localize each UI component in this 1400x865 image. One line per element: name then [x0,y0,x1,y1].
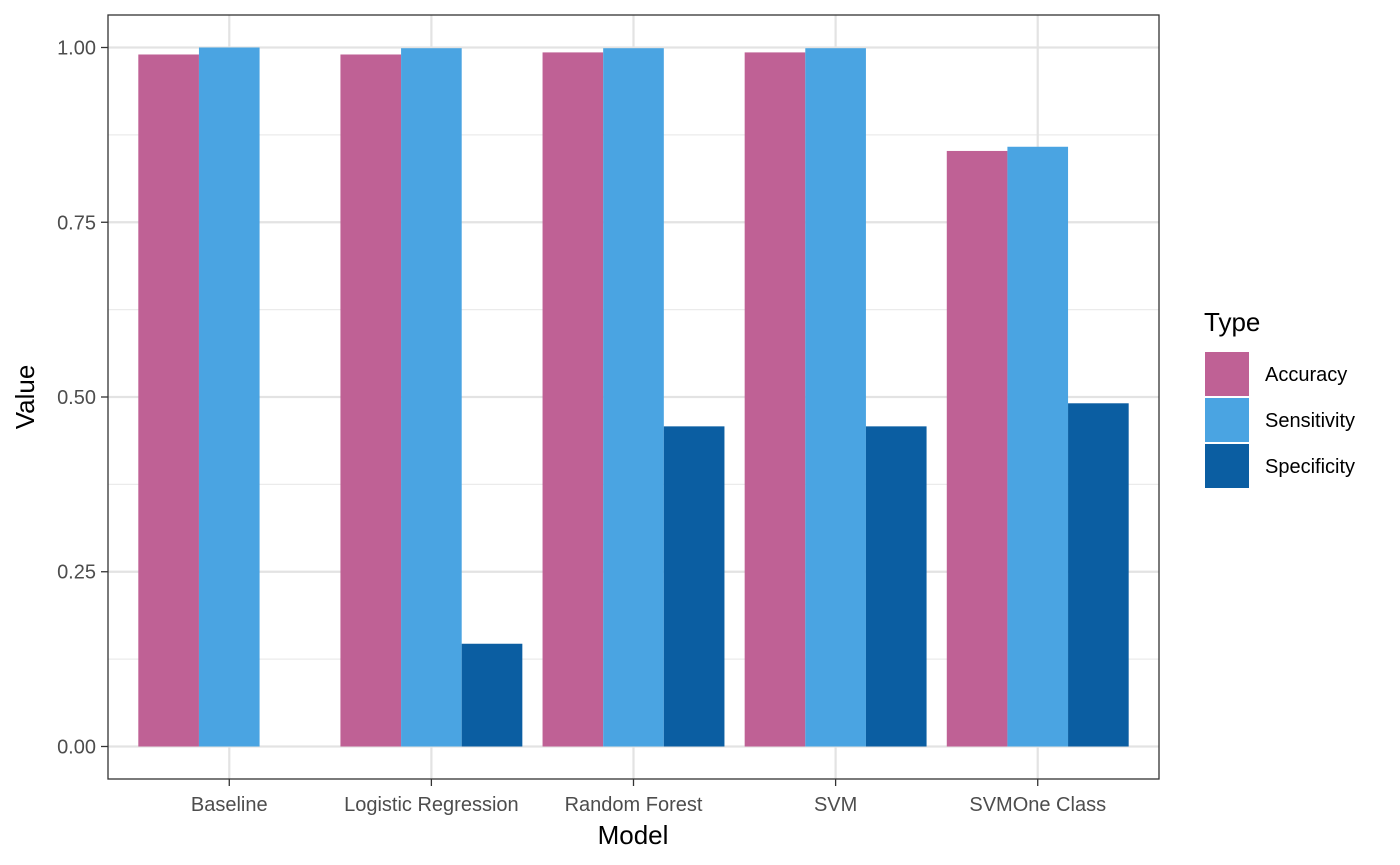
legend-label-specificity: Specificity [1265,456,1355,478]
x-tick-label: Baseline [191,794,268,816]
y-axis-title: Value [10,365,40,430]
y-tick-label: 0.50 [57,387,96,409]
bar-sensitivity-3 [805,48,866,747]
y-axis: 0.00 0.25 0.50 0.75 1.00 [57,38,108,758]
bar-specificity-4 [1068,403,1129,747]
y-tick-label: 0.75 [57,212,96,234]
legend-title: Type [1204,307,1260,337]
bar-sensitivity-0 [198,47,260,747]
bar-specificity-3 [865,426,927,747]
legend: Type Accuracy Sensitivity Specificity [1204,307,1355,488]
legend-label-sensitivity: Sensitivity [1265,410,1355,432]
bar-sensitivity-1 [401,48,462,747]
x-tick-label: Logistic Regression [344,794,519,816]
x-axis-title: Model [598,820,669,850]
y-tick-label: 0.25 [57,562,96,584]
bar-accuracy-4 [946,150,1008,747]
x-tick-label: Random Forest [565,794,703,816]
y-tick-label: 0.00 [57,736,96,758]
y-tick-label: 1.00 [57,38,96,60]
bar-sensitivity-2 [603,48,664,747]
bar-accuracy-0 [138,54,199,747]
bar-specificity-1 [461,643,523,747]
bars [138,47,1129,747]
bar-accuracy-2 [542,52,604,747]
x-tick-label: SVM [814,794,857,816]
legend-key-specificity [1205,444,1249,488]
bar-accuracy-3 [744,52,806,747]
bar-sensitivity-4 [1007,146,1069,747]
legend-label-accuracy: Accuracy [1265,364,1347,386]
bar-specificity-2 [663,426,725,747]
x-axis: Baseline Logistic Regression Random Forest… [191,779,1106,816]
bar-accuracy-1 [340,54,402,747]
legend-key-accuracy [1205,352,1249,396]
legend-key-sensitivity [1205,398,1249,442]
x-tick-label: SVMOne Class [969,794,1106,816]
